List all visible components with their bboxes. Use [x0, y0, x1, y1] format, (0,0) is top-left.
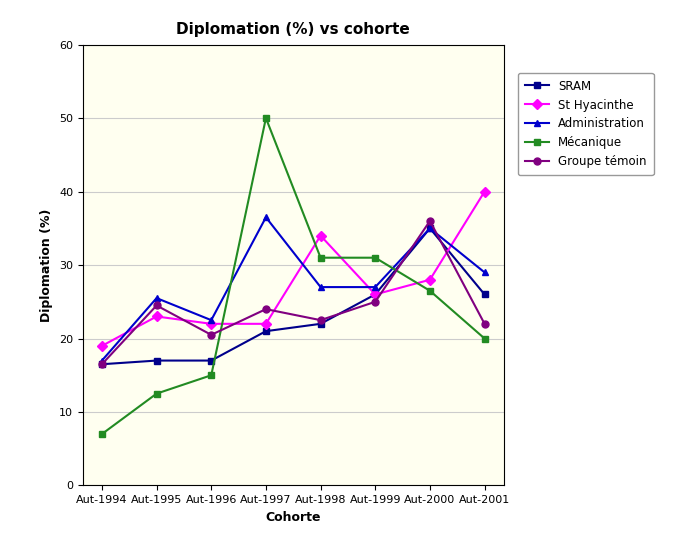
- St Hyacinthe: [262, 320, 270, 327]
- SRAM: [262, 328, 270, 335]
- Groupe témoin: [152, 302, 161, 309]
- Administration: [317, 283, 325, 290]
- Administration: [262, 214, 270, 220]
- St Hyacinthe: [207, 320, 215, 327]
- Line: St Hyacinthe: St Hyacinthe: [99, 188, 488, 349]
- Groupe témoin: [98, 361, 106, 368]
- SRAM: [207, 357, 215, 364]
- Groupe témoin: [426, 218, 434, 224]
- Administration: [98, 357, 106, 364]
- Mécanique: [371, 254, 380, 261]
- St Hyacinthe: [98, 343, 106, 349]
- SRAM: [371, 291, 380, 298]
- Administration: [480, 269, 489, 276]
- Mécanique: [262, 115, 270, 122]
- Line: SRAM: SRAM: [99, 225, 488, 368]
- Administration: [371, 283, 380, 290]
- Legend: SRAM, St Hyacinthe, Administration, Mécanique, Groupe témoin: SRAM, St Hyacinthe, Administration, Méca…: [518, 73, 653, 175]
- SRAM: [98, 361, 106, 368]
- Mécanique: [426, 287, 434, 294]
- Administration: [207, 317, 215, 324]
- Groupe témoin: [480, 320, 489, 327]
- St Hyacinthe: [480, 188, 489, 195]
- Mécanique: [317, 254, 325, 261]
- Groupe témoin: [371, 299, 380, 305]
- SRAM: [480, 291, 489, 298]
- Administration: [152, 295, 161, 301]
- SRAM: [317, 320, 325, 327]
- Groupe témoin: [262, 306, 270, 312]
- St Hyacinthe: [317, 232, 325, 239]
- Title: Diplomation (%) vs cohorte: Diplomation (%) vs cohorte: [177, 22, 410, 36]
- Groupe témoin: [207, 331, 215, 338]
- Mécanique: [207, 372, 215, 378]
- Mécanique: [98, 431, 106, 437]
- Y-axis label: Diplomation (%): Diplomation (%): [41, 208, 53, 322]
- St Hyacinthe: [152, 313, 161, 320]
- Groupe témoin: [317, 317, 325, 324]
- St Hyacinthe: [371, 291, 380, 298]
- Line: Mécanique: Mécanique: [99, 114, 488, 437]
- SRAM: [152, 357, 161, 364]
- Line: Administration: Administration: [99, 214, 488, 364]
- Line: Groupe témoin: Groupe témoin: [99, 218, 488, 368]
- Administration: [426, 225, 434, 232]
- Mécanique: [480, 335, 489, 342]
- Mécanique: [152, 390, 161, 397]
- SRAM: [426, 225, 434, 232]
- X-axis label: Cohorte: Cohorte: [266, 511, 321, 524]
- St Hyacinthe: [426, 276, 434, 283]
